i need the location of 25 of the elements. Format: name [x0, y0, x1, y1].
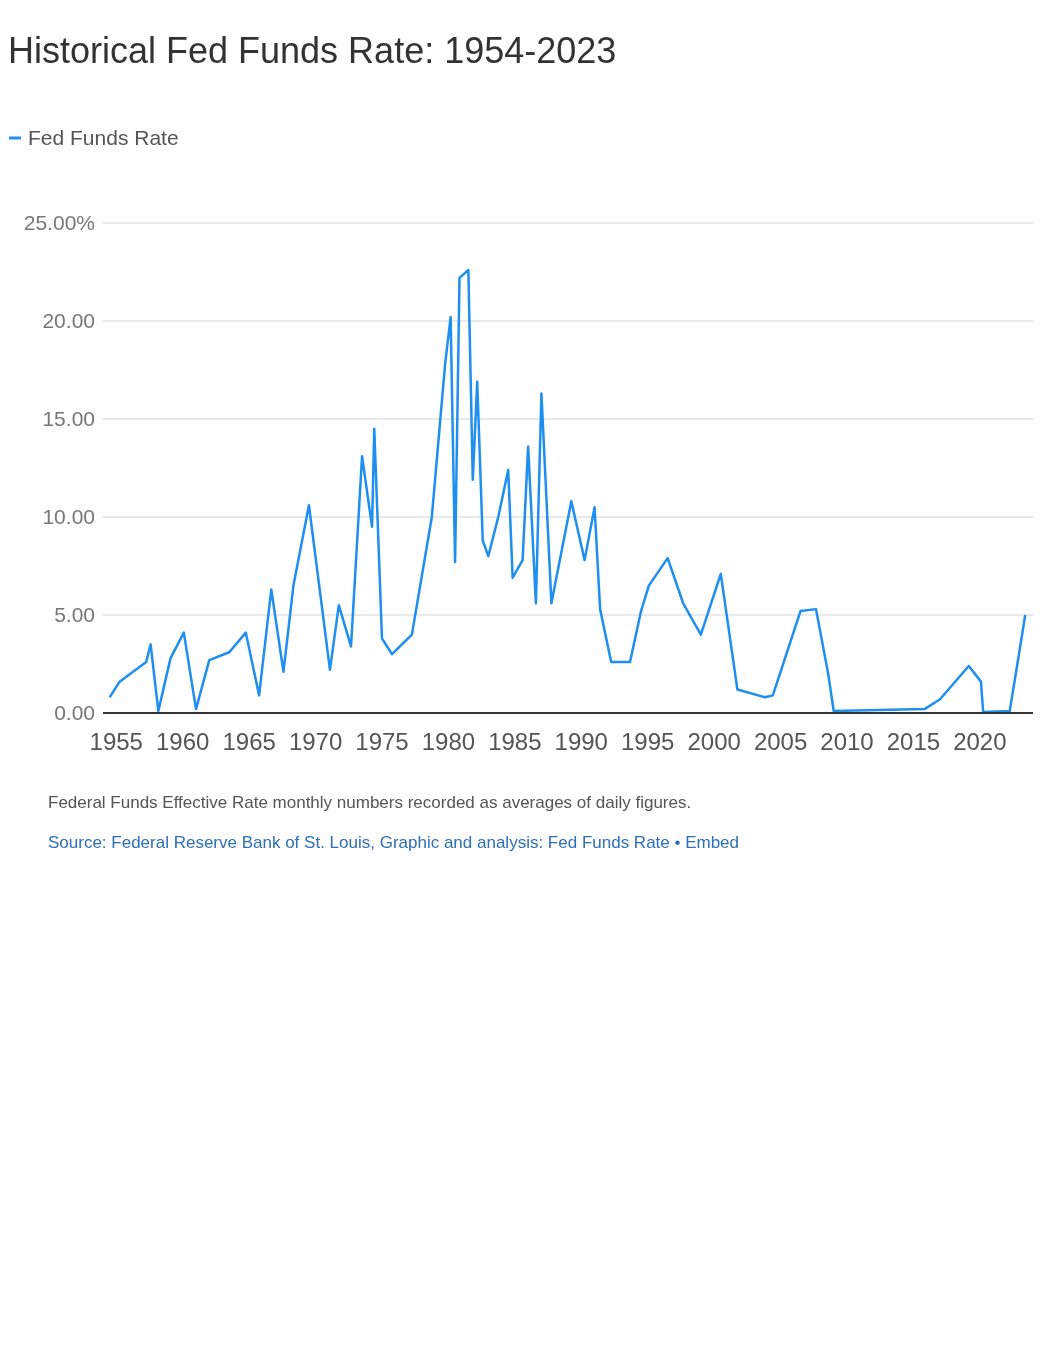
y-tick-label: 5.00 — [54, 603, 95, 627]
x-tick-label: 1975 — [355, 728, 409, 756]
x-tick-label: 2015 — [886, 728, 941, 756]
text: Federal Funds Effective Rate monthly numbers recorded as averages of daily figures. — [48, 793, 692, 813]
chart-title: Historical Fed Funds Rate: 1954-2023 — [8, 30, 617, 72]
y-tick-label: 0.00 — [54, 701, 95, 725]
x-tick-label: 2005 — [753, 728, 808, 756]
y-tick-label: 10.00 — [42, 505, 95, 529]
x-tick-label: 2020 — [953, 728, 1007, 756]
source-note: Source: Federal Reserve Bank of St. Louis, Graphic and analysis: Fed Funds Rate • Embed — [48, 833, 740, 853]
y-tick-label: 25.00% — [23, 211, 95, 235]
x-tick-label: 1985 — [488, 728, 542, 756]
x-tick-label: 1960 — [156, 728, 210, 756]
line-series — [108, 268, 1027, 713]
x-tick-label: 1965 — [222, 728, 276, 756]
x-tick-label: 1995 — [621, 728, 675, 756]
y-tick-label: 20.00 — [42, 309, 95, 333]
legend-label: Fed Funds Rate — [28, 126, 179, 150]
x-tick-label: 1955 — [89, 728, 143, 756]
x-tick-label: 1990 — [554, 728, 608, 756]
x-tick-label: 1980 — [421, 728, 476, 756]
x-tick-label: 1970 — [288, 728, 343, 756]
x-tick-label: 2010 — [820, 728, 874, 756]
y-tick-label: 15.00 — [42, 407, 95, 431]
x-tick-label: 2000 — [687, 728, 741, 756]
